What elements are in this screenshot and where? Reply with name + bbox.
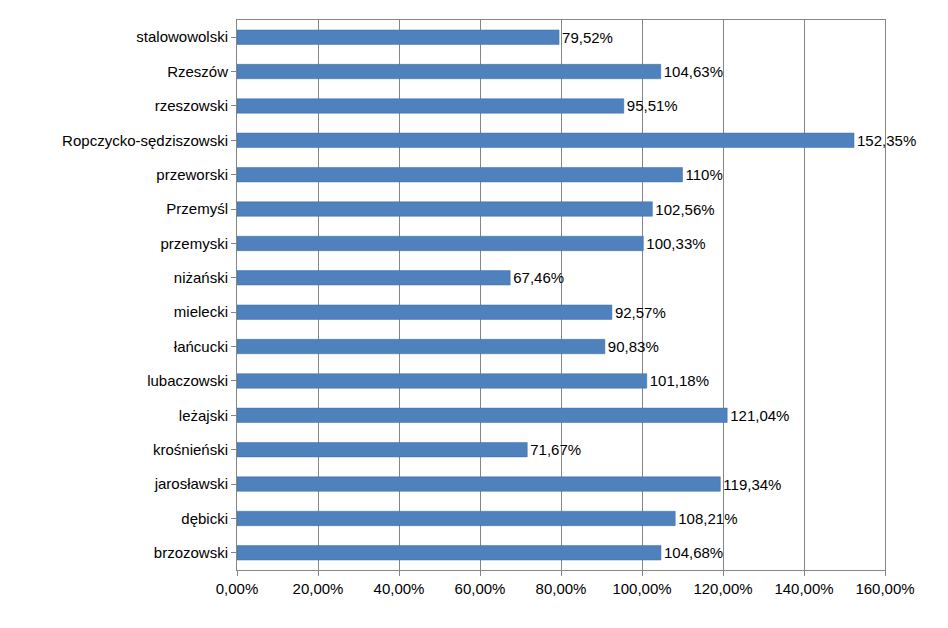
svg-text:stalowowolski: stalowowolski xyxy=(136,28,228,45)
svg-text:dębicki: dębicki xyxy=(181,510,228,527)
svg-text:110%: 110% xyxy=(686,166,723,183)
svg-text:95,51%: 95,51% xyxy=(627,97,678,114)
svg-text:przeworski: przeworski xyxy=(156,166,228,183)
svg-text:40,00%: 40,00% xyxy=(374,580,425,597)
svg-text:104,63%: 104,63% xyxy=(664,63,723,80)
svg-text:120,00%: 120,00% xyxy=(693,580,752,597)
svg-text:71,67%: 71,67% xyxy=(530,441,581,458)
svg-text:90,83%: 90,83% xyxy=(608,338,659,355)
svg-text:104,68%: 104,68% xyxy=(664,544,723,561)
svg-text:Rzeszów: Rzeszów xyxy=(167,63,228,80)
svg-text:mielecki: mielecki xyxy=(174,303,228,320)
svg-text:100,33%: 100,33% xyxy=(646,235,705,252)
svg-text:102,56%: 102,56% xyxy=(655,201,714,218)
svg-text:brzozowski: brzozowski xyxy=(154,544,228,561)
svg-text:przemyski: przemyski xyxy=(160,235,228,252)
svg-text:140,00%: 140,00% xyxy=(774,580,833,597)
svg-text:79,52%: 79,52% xyxy=(562,29,613,46)
svg-text:łańcucki: łańcucki xyxy=(174,338,228,355)
svg-text:lubaczowski: lubaczowski xyxy=(147,372,228,389)
svg-text:100,00%: 100,00% xyxy=(612,580,671,597)
svg-text:Ropczycko-sędziszowski: Ropczycko-sędziszowski xyxy=(62,132,228,149)
svg-text:krośnieński: krośnieński xyxy=(153,441,228,458)
svg-text:leżajski: leżajski xyxy=(179,407,228,424)
svg-text:121,04%: 121,04% xyxy=(730,407,789,424)
svg-text:niżański: niżański xyxy=(174,269,228,286)
svg-text:Przemyśl: Przemyśl xyxy=(166,200,228,217)
svg-text:119,34%: 119,34% xyxy=(723,476,781,493)
svg-text:152,35%: 152,35% xyxy=(857,132,916,149)
svg-text:92,57%: 92,57% xyxy=(615,304,666,321)
svg-text:108,21%: 108,21% xyxy=(678,510,737,527)
svg-text:60,00%: 60,00% xyxy=(455,580,506,597)
svg-text:80,00%: 80,00% xyxy=(536,580,587,597)
svg-text:rzeszowski: rzeszowski xyxy=(155,97,228,114)
svg-text:101,18%: 101,18% xyxy=(650,372,709,389)
svg-text:20,00%: 20,00% xyxy=(293,580,344,597)
svg-text:jarosławski: jarosławski xyxy=(154,475,228,492)
svg-text:67,46%: 67,46% xyxy=(513,269,564,286)
svg-text:0,00%: 0,00% xyxy=(216,580,259,597)
svg-text:160,00%: 160,00% xyxy=(855,580,914,597)
